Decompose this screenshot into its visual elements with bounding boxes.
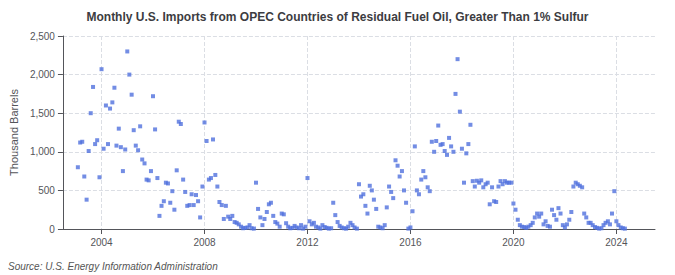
svg-text:2020: 2020 [502,237,525,248]
svg-text:2,000: 2,000 [30,69,55,80]
svg-text:1,000: 1,000 [30,146,55,157]
svg-text:1,500: 1,500 [30,108,55,119]
svg-text:Monthly U.S. Imports from OPEC: Monthly U.S. Imports from OPEC Countries… [86,10,588,24]
svg-text:2004: 2004 [90,237,113,248]
svg-text:0: 0 [49,224,55,235]
svg-text:2024: 2024 [605,237,628,248]
svg-text:2,500: 2,500 [30,31,55,42]
svg-text:2008: 2008 [193,237,216,248]
svg-text:Thousand Barrels: Thousand Barrels [8,89,20,176]
svg-text:2012: 2012 [296,237,319,248]
svg-text:500: 500 [38,185,55,196]
svg-text:2016: 2016 [399,237,422,248]
svg-text:Source: U.S. Energy Informatio: Source: U.S. Energy Information Administ… [8,261,218,272]
